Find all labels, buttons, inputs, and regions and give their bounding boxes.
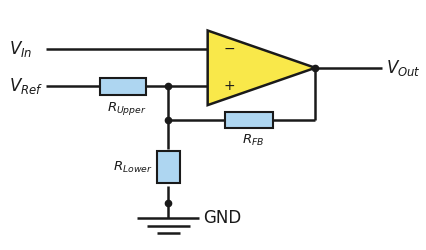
Text: $V_{Ref}$: $V_{Ref}$ [9, 76, 43, 96]
Text: $R_{Upper}$: $R_{Upper}$ [107, 100, 147, 117]
Bar [157, 151, 179, 184]
Text: $R_{FB}$: $R_{FB}$ [242, 133, 264, 148]
Text: $V_{Out}$: $V_{Out}$ [385, 58, 420, 78]
Bar [225, 112, 272, 128]
Text: +: + [223, 80, 234, 94]
Text: $V_{In}$: $V_{In}$ [9, 39, 32, 59]
Polygon shape [207, 30, 314, 105]
Bar [100, 78, 145, 96]
Text: GND: GND [203, 209, 241, 227]
Text: $R_{Lower}$: $R_{Lower}$ [113, 160, 153, 175]
Text: −: − [223, 42, 234, 56]
